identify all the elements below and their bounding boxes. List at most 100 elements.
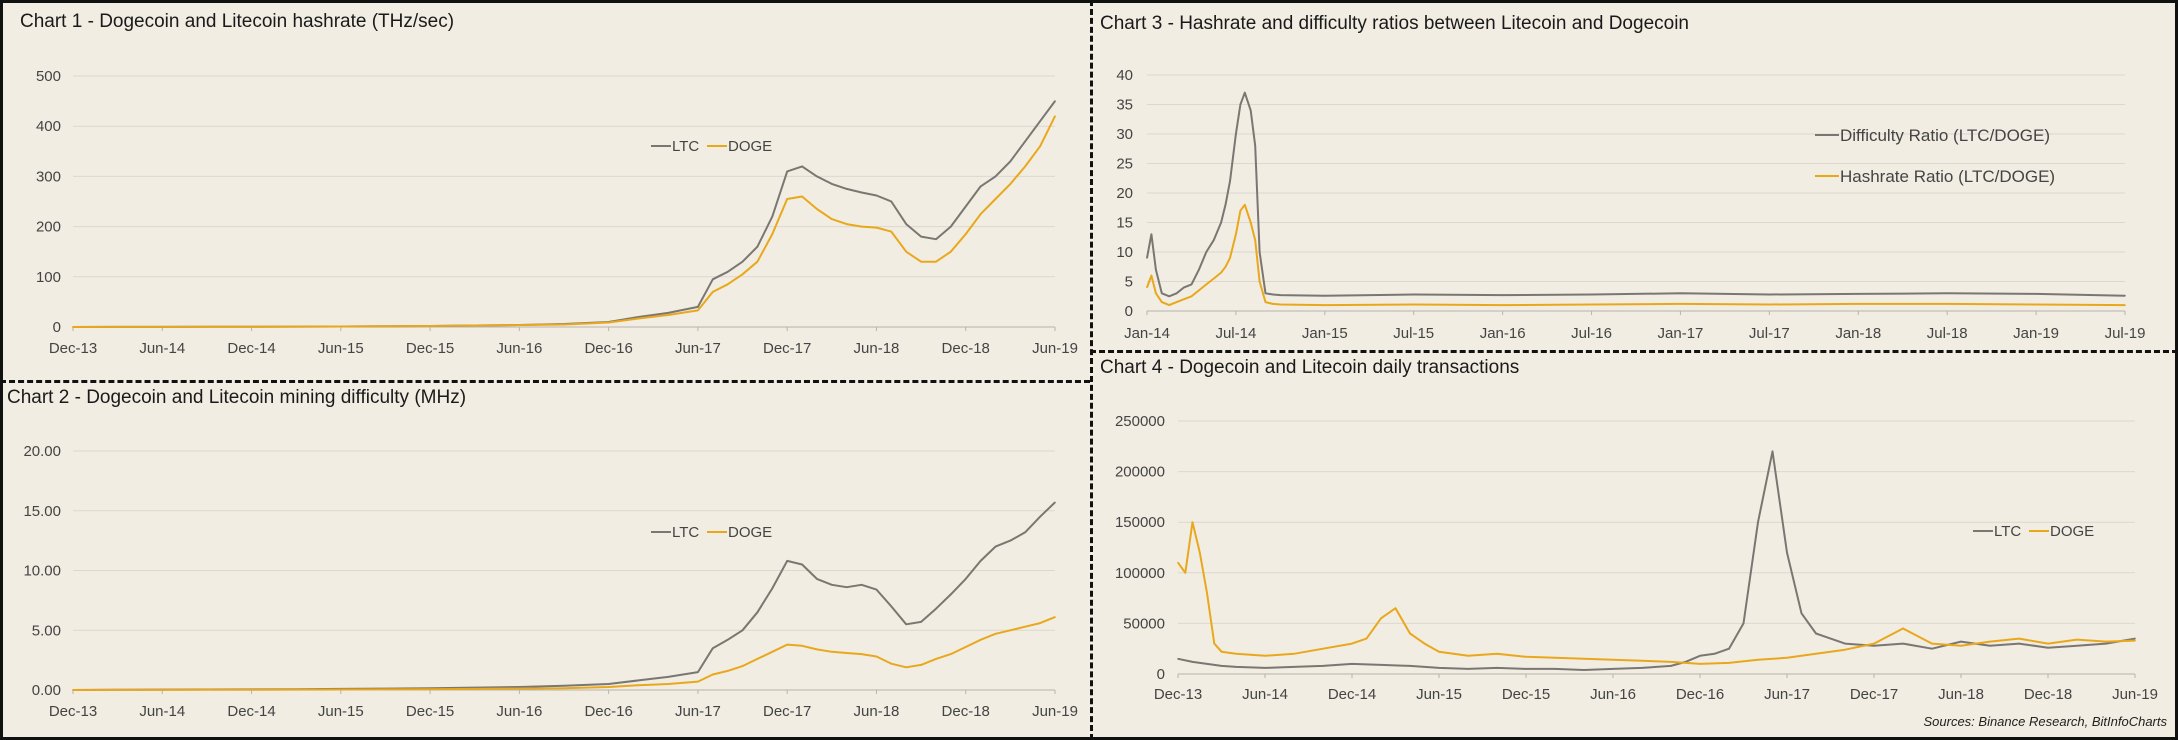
y-tick-label: 5.00 [32, 622, 61, 639]
data-point [1009, 160, 1012, 163]
x-tick-label: Jun-16 [496, 340, 542, 357]
data-point [1206, 663, 1208, 665]
x-tick-label: Dec-15 [406, 340, 454, 357]
data-point [1205, 251, 1208, 253]
data-point [1024, 165, 1027, 168]
y-tick-label: 5 [1125, 274, 1133, 291]
data-point [1679, 303, 1682, 305]
data-point [667, 314, 669, 316]
legend-label: LTC [672, 138, 699, 155]
data-point [1054, 616, 1056, 618]
panel-divider-right [1090, 350, 2178, 353]
data-point [726, 670, 729, 672]
data-point [667, 312, 669, 314]
data-point [1768, 293, 1771, 296]
data-point [1583, 669, 1585, 671]
data-point [741, 260, 744, 263]
chart-4-panel: Chart 4 - Dogecoin and Litecoin daily tr… [1093, 353, 2175, 737]
data-point [875, 194, 878, 197]
x-tick-label: Jul-15 [1393, 325, 1434, 342]
series-1-line [1177, 450, 2136, 671]
data-point [1844, 648, 1846, 651]
data-point [161, 689, 164, 691]
data-point [1380, 664, 1382, 666]
data-point [1244, 91, 1246, 94]
data-point [1412, 293, 1415, 296]
data-point [1496, 652, 1498, 655]
data-point [1322, 647, 1324, 650]
data-point [831, 218, 833, 220]
data-point [950, 250, 952, 253]
data-point [786, 643, 788, 646]
data-point [1191, 521, 1194, 523]
data-point [711, 291, 714, 293]
data-point [1220, 665, 1223, 667]
y-tick-label: 0.00 [32, 682, 61, 699]
chart-1-panel: Chart 1 - Dogecoin and Litecoin hashrate… [3, 3, 1088, 379]
x-tick-label: Jan-16 [1480, 325, 1526, 342]
data-point [1220, 650, 1223, 653]
data-point [979, 213, 982, 215]
legend-label: Difficulty Ratio (LTC/DOGE) [1840, 126, 2050, 145]
data-point [1039, 622, 1041, 624]
x-tick-label: Dec-14 [227, 340, 275, 357]
data-point [801, 195, 803, 198]
panel-divider-left [0, 380, 1090, 383]
data-point [1229, 180, 1231, 182]
data-point [1423, 642, 1426, 645]
series-1-line [72, 501, 1056, 691]
y-tick-label: 15 [1116, 215, 1133, 232]
x-tick-label: Dec-15 [406, 703, 454, 720]
chart-2-title: Chart 2 - Dogecoin and Litecoin mining d… [7, 387, 467, 408]
chart-2-plot: 0.00 5.00 10.00 15.00 20.00 Dec-13 Jun-14 Dec-1… [23, 443, 1077, 720]
x-tick-label: Jun-16 [496, 703, 542, 720]
x-tick-label: Dec-13 [1154, 686, 1202, 703]
data-point [2134, 637, 2136, 640]
x-tick-label: Dec-17 [1850, 686, 1898, 703]
data-point [1554, 657, 1556, 659]
y-tick-label: 25 [1116, 156, 1133, 173]
data-point [1351, 642, 1353, 645]
y-tick-label: 0 [1125, 303, 1133, 320]
data-point [1641, 660, 1643, 662]
data-point [1931, 642, 1933, 645]
data-point [920, 260, 922, 263]
x-tick-label: Jun-19 [1032, 340, 1078, 357]
data-point [1438, 667, 1440, 669]
y-tick-label: 10.00 [23, 563, 61, 580]
x-tick-label: Jun-18 [854, 340, 900, 357]
data-point [697, 309, 699, 312]
data-point [1670, 665, 1672, 667]
data-point [1612, 659, 1614, 661]
data-point [1198, 551, 1201, 554]
data-point [384, 325, 387, 328]
data-point [1024, 531, 1027, 534]
y-tick-label: 50000 [1123, 615, 1165, 632]
data-point [563, 685, 565, 687]
data-point [875, 655, 878, 658]
data-point [1235, 652, 1237, 655]
data-point [1264, 292, 1267, 295]
data-point [816, 208, 818, 210]
y-tick-label: 35 [1116, 97, 1133, 114]
data-point [667, 683, 669, 685]
data-point [801, 563, 803, 566]
data-point [1205, 283, 1208, 286]
data-point [1009, 629, 1012, 632]
data-point [1946, 292, 1948, 295]
data-point [711, 673, 714, 676]
series-1-line [1146, 91, 2126, 298]
data-point [1258, 251, 1261, 253]
data-point [1412, 303, 1415, 306]
x-tick-label: Jun-14 [139, 340, 185, 357]
data-point [1902, 627, 1904, 630]
data-point [935, 238, 937, 240]
series-1-line [72, 100, 1056, 328]
data-point [1293, 666, 1295, 668]
data-point [473, 324, 476, 327]
x-tick-label: Jan-18 [1835, 325, 1881, 342]
data-point [1815, 632, 1817, 635]
x-tick-label: Jan-15 [1302, 325, 1348, 342]
data-point [860, 584, 863, 586]
data-point [1009, 183, 1012, 185]
